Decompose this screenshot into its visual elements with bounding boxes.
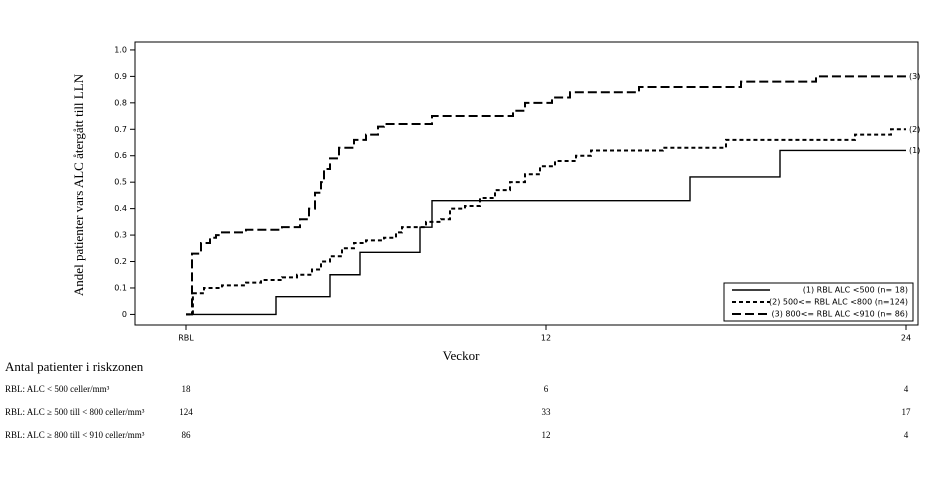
y-tick-label: 0.1 <box>114 283 127 292</box>
risk-count: 33 <box>542 407 552 417</box>
y-tick-label: 0 <box>122 310 127 319</box>
y-tick-label: 0.7 <box>114 125 127 134</box>
curve-end-label: (3) <box>909 72 920 81</box>
risk-row-label: RBL: ALC ≥ 800 till < 910 celler/mm³ <box>5 430 145 440</box>
y-tick-label: 0.8 <box>114 98 127 107</box>
y-tick-label: 0.5 <box>114 178 127 187</box>
risk-count: 4 <box>904 384 909 394</box>
risk-table-title: Antal patienter i riskzonen <box>5 359 144 374</box>
risk-count: 17 <box>902 407 912 417</box>
y-tick-label: 0.2 <box>114 257 127 266</box>
y-axis-label: Andel patienter vars ALC återgått till L… <box>71 73 86 296</box>
legend-label: (1) RBL ALC <500 (n= 18) <box>803 286 908 295</box>
x-tick-label: RBL <box>178 334 194 343</box>
y-tick-label: 1.0 <box>114 45 127 54</box>
plot-frame <box>134 41 919 326</box>
km-curve <box>186 128 906 316</box>
legend-label: (3) 800<= RBL ALC <910 (n= 86) <box>772 310 908 319</box>
risk-row-label: RBL: ALC < 500 celler/mm³ <box>5 384 110 394</box>
risk-count: 124 <box>179 407 193 417</box>
y-tick-label: 0.6 <box>114 151 127 160</box>
risk-count: 4 <box>904 430 909 440</box>
x-tick-label: 24 <box>901 334 911 343</box>
legend-label: (2) 500<= RBL ALC <800 (n=124) <box>769 298 908 307</box>
y-tick-label: 0.4 <box>114 204 127 213</box>
y-tick-label: 0.3 <box>114 231 127 240</box>
x-axis-label: Veckor <box>443 348 480 363</box>
risk-row-label: RBL: ALC ≥ 500 till < 800 celler/mm³ <box>5 407 145 417</box>
curve-end-label: (1) <box>909 146 920 155</box>
x-tick-label: 12 <box>541 334 551 343</box>
km-curve <box>186 149 906 316</box>
risk-count: 12 <box>542 430 551 440</box>
curve-end-label: (2) <box>909 125 920 134</box>
risk-count: 6 <box>544 384 549 394</box>
risk-count: 18 <box>182 384 192 394</box>
km-curve <box>186 75 906 316</box>
risk-count: 86 <box>182 430 192 440</box>
y-tick-label: 0.9 <box>114 72 127 81</box>
